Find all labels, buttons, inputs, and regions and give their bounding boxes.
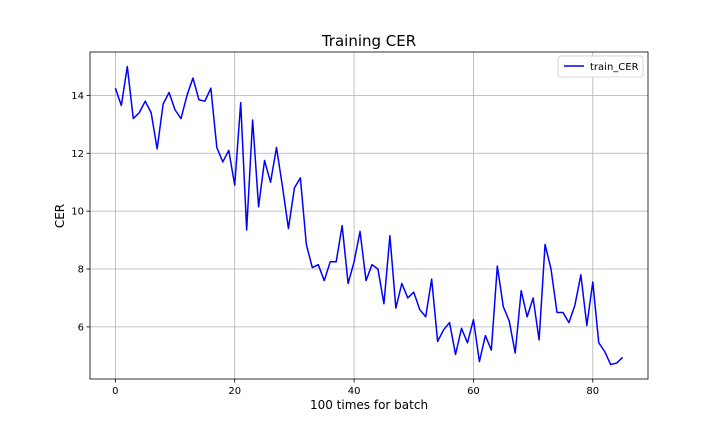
x-tick-label: 60	[467, 386, 480, 397]
y-tick-label: 8	[78, 265, 84, 276]
chart-title: Training CER	[321, 32, 416, 50]
grid	[90, 52, 648, 379]
x-axis-label: 100 times for batch	[310, 398, 428, 412]
x-tick-label: 80	[586, 386, 599, 397]
y-tick-label: 10	[71, 207, 84, 218]
y-tick-label: 6	[78, 322, 84, 333]
legend-box	[557, 55, 644, 78]
x-tick-label: 20	[228, 386, 241, 397]
series-line-train-cer	[114, 65, 624, 366]
x-tick-label: 0	[112, 386, 118, 397]
legend: train_CER	[557, 55, 644, 78]
y-axis-label: CER	[53, 204, 67, 228]
plot-area-frame	[89, 51, 649, 380]
y-tick-label: 14	[71, 91, 84, 102]
series-layer	[114, 65, 624, 366]
axis-ticks: 0 20 40 60 80 6 8 10 12 14	[71, 91, 599, 397]
x-tick-label: 40	[348, 386, 361, 397]
y-tick-label: 12	[71, 149, 84, 160]
legend-label-train-cer: train_CER	[590, 62, 639, 73]
